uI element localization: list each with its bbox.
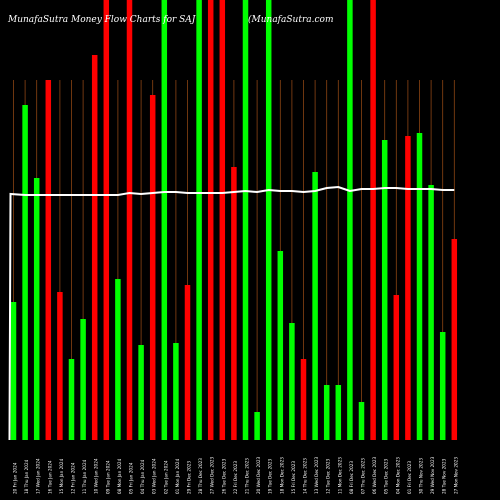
- bar-up: [416, 133, 423, 440]
- bar-up: [242, 0, 249, 440]
- x-tick-label: 14 Thu Dec 2023: [303, 458, 308, 494]
- x-tick-label: 15 Mon Jan 2024: [59, 458, 64, 494]
- bar-down: [91, 55, 98, 440]
- bar-up: [323, 385, 330, 440]
- x-tick-label: 02 Tue Jan 2024: [163, 460, 168, 494]
- x-tick-label: 13 Wed Dec 2023: [314, 456, 319, 494]
- x-tick-label: 01 Fri Dec 2023: [407, 461, 412, 494]
- bar-up: [10, 302, 17, 440]
- bar-down: [370, 0, 376, 440]
- x-tick-label: 06 Wed Dec 2023: [372, 456, 377, 494]
- bar-down: [57, 292, 63, 440]
- bar-up: [358, 402, 365, 440]
- x-tick-label: 07 Thu Dec 2023: [361, 458, 366, 494]
- x-tick-label: 18 Thu Jan 2024: [24, 459, 29, 494]
- bar-up: [254, 412, 260, 440]
- chart-title: MunafaSutra Money Flow Charts for SAJ: [8, 15, 196, 25]
- bar-down: [126, 0, 133, 440]
- bar-up: [80, 319, 86, 440]
- bar-up: [347, 0, 353, 440]
- x-tick-label: 05 Fri Jan 2024: [129, 462, 134, 494]
- x-tick-label: 19 Tue Dec 2023: [268, 458, 273, 494]
- bar-down: [405, 136, 411, 440]
- bars: [10, 0, 458, 440]
- x-tick-label: 11 Thu Jan 2024: [82, 459, 87, 494]
- x-tick-label: 04 Thu Jan 2024: [140, 459, 145, 494]
- x-tick-label: 08 Fri Dec 2023: [349, 461, 354, 494]
- bar-down: [300, 359, 307, 440]
- x-tick-label: 27 Wed Dec 2023: [210, 456, 215, 494]
- bar-down: [231, 167, 237, 440]
- x-tick-label: 16 Tue Jan 2024: [47, 460, 52, 494]
- bar-up: [428, 185, 434, 440]
- x-tick-label: 09 Tue Jan 2024: [105, 460, 110, 494]
- bar-down: [184, 285, 191, 440]
- bar-up: [115, 279, 121, 440]
- bar-down: [393, 295, 400, 440]
- x-tick-label: 20 Fri Jan 2024: [13, 462, 18, 494]
- bar-up: [22, 105, 28, 440]
- money-flow-line: [8, 185, 455, 441]
- x-tick-label: 27 Mon Nov 2023: [453, 457, 458, 494]
- bar-up: [277, 251, 284, 440]
- site-watermark: (MunafaSutra.com: [248, 15, 334, 25]
- x-tick-label: 21 Thu Dec 2023: [245, 458, 250, 494]
- bar-up: [381, 140, 388, 440]
- x-tick-label: 29 Wed Nov 2023: [430, 456, 435, 494]
- bar-up: [335, 385, 342, 440]
- bar-down: [207, 0, 214, 440]
- bar-down: [103, 0, 110, 440]
- x-tick-labels: 20 Fri Jan 2024 18 Thu Jan 2024 17 Wed Jan…: [13, 456, 459, 494]
- bar-down: [451, 239, 458, 440]
- x-tick-label: 18 Mon Dec 2023: [279, 457, 284, 494]
- bar-up: [439, 332, 446, 440]
- bar-up: [312, 172, 318, 440]
- bar-up: [138, 345, 144, 440]
- bar-up: [173, 343, 179, 440]
- bar-up: [161, 0, 168, 440]
- bar-down: [149, 95, 156, 440]
- x-tick-label: 26 Tue Dec 2023: [221, 458, 226, 494]
- bar-up: [33, 178, 40, 440]
- x-tick-label: 28 Thu Dec 2023: [198, 458, 203, 494]
- bar-up: [196, 0, 202, 440]
- x-tick-label: 28 Tue Nov 2023: [442, 458, 447, 494]
- bar-down: [45, 80, 52, 440]
- x-tick-label: 11 Mon Dec 2023: [337, 457, 342, 494]
- x-tick-label: 30 Thu Nov 2023: [419, 458, 424, 494]
- bar-up: [68, 359, 75, 440]
- x-tick-label: 17 Wed Jan 2024: [36, 458, 41, 494]
- x-tick-label: 08 Mon Jan 2024: [117, 458, 122, 494]
- bar-down: [219, 0, 226, 440]
- x-tick-label: 29 Fri Dec 2023: [187, 461, 192, 494]
- x-tick-label: 04 Mon Dec 2023: [395, 457, 400, 494]
- bar-up: [265, 0, 272, 440]
- x-tick-label: 20 Wed Dec 2023: [256, 456, 261, 494]
- x-tick-label: 01 Mon Jan 2024: [175, 458, 180, 494]
- x-tick-label: 12 Tue Dec 2023: [326, 458, 331, 494]
- x-tick-label: 12 Fri Jan 2024: [71, 462, 76, 494]
- x-tick-label: 05 Tue Dec 2023: [384, 458, 389, 494]
- x-tick-label: 10 Wed Jan 2024: [94, 458, 99, 494]
- x-tick-label: 22 Fri Dec 2023: [233, 461, 238, 494]
- bar-up: [289, 323, 295, 440]
- x-tick-label: 03 Wed Jan 2024: [152, 458, 157, 494]
- x-tick-label: 15 Fri Dec 2023: [291, 461, 296, 494]
